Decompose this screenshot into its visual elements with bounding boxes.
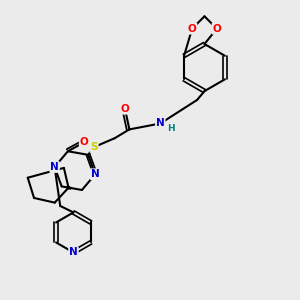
Text: N: N	[69, 248, 78, 257]
Text: N: N	[91, 169, 100, 179]
Text: H: H	[167, 124, 174, 133]
Text: N: N	[156, 118, 165, 128]
Text: O: O	[212, 24, 221, 34]
Text: N: N	[50, 162, 59, 172]
Text: O: O	[121, 104, 129, 114]
Text: O: O	[80, 137, 88, 147]
Text: S: S	[90, 142, 98, 152]
Text: O: O	[188, 24, 197, 34]
